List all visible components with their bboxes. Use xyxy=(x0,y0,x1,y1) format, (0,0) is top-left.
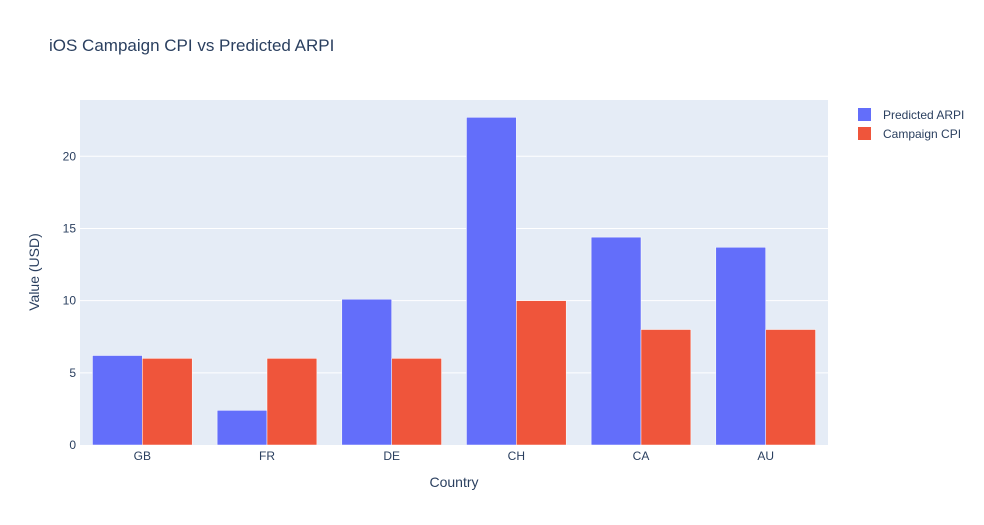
bars xyxy=(92,117,816,446)
bar-campaign-cpi-au xyxy=(765,329,816,446)
bar-campaign-cpi-ch xyxy=(516,300,567,446)
bar-predicted-arpi-gb xyxy=(92,355,143,446)
x-tick-label: DE xyxy=(383,449,400,463)
x-tick-label: GB xyxy=(134,449,151,463)
x-tick-label: CH xyxy=(508,449,525,463)
y-tick-label: 5 xyxy=(69,366,76,380)
y-tick-label: 0 xyxy=(69,438,76,452)
x-axis-title: Country xyxy=(429,474,478,490)
bar-predicted-arpi-fr xyxy=(216,410,268,446)
legend-swatch xyxy=(858,108,871,121)
bar-predicted-arpi-ca xyxy=(590,236,642,446)
x-tick-label: AU xyxy=(757,449,774,463)
x-tick-label: CA xyxy=(633,449,650,463)
bar-campaign-cpi-ca xyxy=(640,329,692,446)
x-axis-ticks: GB FR DE CH CA AU xyxy=(134,449,774,463)
chart-title: iOS Campaign CPI vs Predicted ARPI xyxy=(49,36,334,55)
bar-campaign-cpi-fr xyxy=(266,358,318,446)
y-tick-label: 20 xyxy=(63,149,77,163)
y-axis-title: Value (USD) xyxy=(26,233,42,311)
bar-campaign-cpi-gb xyxy=(142,358,193,446)
bar-predicted-arpi-ch xyxy=(466,117,517,446)
plot-area xyxy=(80,100,828,445)
legend-label: Campaign CPI xyxy=(883,127,961,141)
x-tick-label: FR xyxy=(259,449,275,463)
legend-swatch xyxy=(858,127,871,140)
bar-predicted-arpi-de xyxy=(341,298,392,446)
bar-campaign-cpi-de xyxy=(391,358,442,446)
y-axis-ticks: 0 5 10 15 20 xyxy=(63,149,77,452)
bar-predicted-arpi-au xyxy=(715,246,766,446)
legend-label: Predicted ARPI xyxy=(883,108,964,122)
y-tick-label: 10 xyxy=(63,294,77,308)
legend: Predicted ARPI Campaign CPI xyxy=(858,108,964,141)
grid-lines xyxy=(80,155,828,374)
y-tick-label: 15 xyxy=(63,221,77,235)
